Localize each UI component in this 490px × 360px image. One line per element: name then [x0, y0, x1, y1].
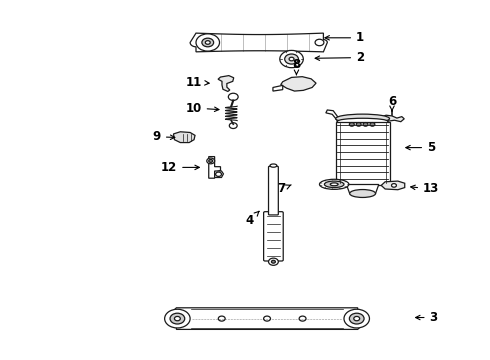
FancyBboxPatch shape: [264, 212, 283, 261]
Text: 11: 11: [185, 76, 209, 89]
Text: 13: 13: [411, 183, 440, 195]
Ellipse shape: [270, 164, 277, 167]
Text: 7: 7: [278, 183, 291, 195]
Polygon shape: [209, 157, 221, 178]
Circle shape: [207, 158, 215, 164]
Polygon shape: [381, 181, 405, 190]
Circle shape: [170, 313, 185, 324]
Circle shape: [363, 122, 368, 126]
Text: 12: 12: [161, 161, 199, 174]
Polygon shape: [346, 185, 379, 194]
Ellipse shape: [330, 183, 338, 186]
Circle shape: [280, 50, 303, 68]
Circle shape: [349, 313, 364, 324]
Circle shape: [229, 123, 237, 129]
Circle shape: [285, 54, 298, 64]
Ellipse shape: [350, 189, 375, 198]
Text: 9: 9: [153, 130, 175, 143]
Text: 6: 6: [388, 95, 396, 111]
Circle shape: [349, 122, 354, 126]
Circle shape: [269, 258, 278, 265]
Circle shape: [165, 309, 190, 328]
Circle shape: [271, 260, 275, 263]
Text: 2: 2: [315, 51, 364, 64]
Text: 5: 5: [406, 141, 435, 154]
Polygon shape: [173, 132, 195, 143]
Circle shape: [370, 122, 375, 126]
Circle shape: [315, 39, 324, 46]
Text: 10: 10: [185, 102, 219, 114]
Text: 8: 8: [293, 58, 300, 75]
Circle shape: [218, 316, 225, 321]
Circle shape: [174, 316, 180, 321]
Circle shape: [196, 34, 220, 51]
Polygon shape: [166, 308, 368, 329]
Polygon shape: [273, 85, 283, 91]
Text: 3: 3: [416, 311, 438, 324]
Polygon shape: [281, 77, 316, 91]
Ellipse shape: [337, 118, 388, 125]
Polygon shape: [218, 76, 234, 91]
Circle shape: [264, 316, 270, 321]
Polygon shape: [336, 122, 390, 185]
Text: 4: 4: [246, 211, 259, 227]
Circle shape: [354, 316, 360, 321]
Ellipse shape: [336, 114, 390, 123]
Circle shape: [216, 172, 221, 176]
Circle shape: [356, 122, 361, 126]
FancyBboxPatch shape: [269, 166, 278, 215]
Circle shape: [205, 41, 210, 44]
Polygon shape: [380, 115, 404, 122]
Polygon shape: [326, 110, 339, 122]
Circle shape: [299, 316, 306, 321]
Polygon shape: [190, 33, 327, 52]
Circle shape: [289, 57, 294, 61]
Text: 1: 1: [325, 31, 364, 44]
Polygon shape: [215, 171, 223, 177]
Circle shape: [228, 93, 238, 100]
Circle shape: [392, 184, 396, 187]
Ellipse shape: [319, 179, 349, 189]
Circle shape: [344, 309, 369, 328]
Circle shape: [209, 159, 213, 162]
Circle shape: [202, 38, 214, 47]
Ellipse shape: [324, 181, 344, 188]
